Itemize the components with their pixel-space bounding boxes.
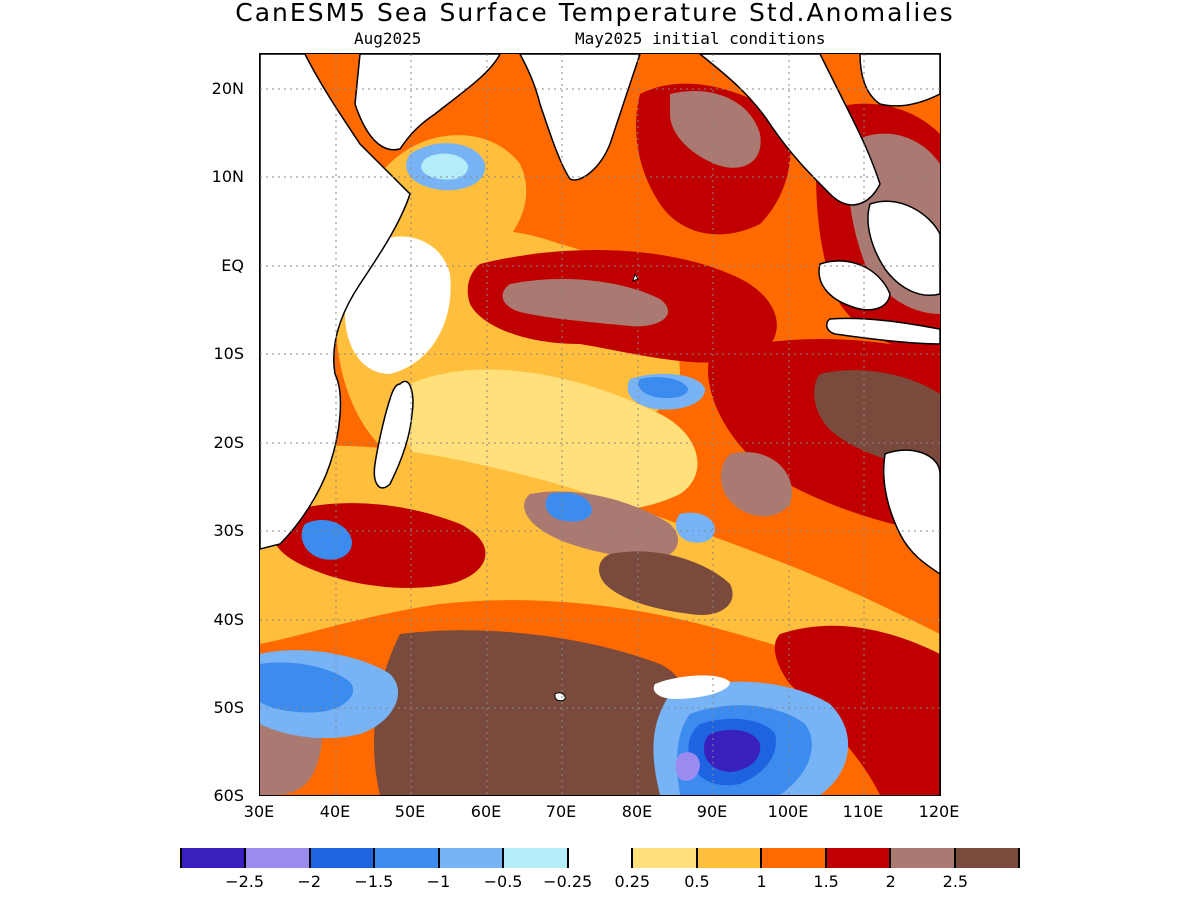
australia-land [882,449,940,795]
legend-swatch [375,848,440,868]
java-land [825,317,940,345]
cool-eddy-1 [545,492,592,522]
neutral-west-eq [345,236,451,374]
kerguelen-island [554,692,566,702]
warm-eddy-south-2 [598,551,733,615]
y-tick-label: 20N [211,79,244,98]
indochina-land [698,54,881,206]
initial-conditions-subtitle: May2025 initial conditions [575,29,826,48]
africa-land [260,54,411,550]
x-tick-label: 100E [767,802,809,821]
cool-eddy-2 [675,512,715,543]
x-tick-label: 80E [621,802,653,821]
legend-swatch [762,848,827,868]
borneo-land [867,200,940,296]
legend-label: −1.5 [354,872,394,891]
anomaly-map [260,54,940,795]
y-tick-label: 10S [213,344,244,363]
legend-label: 1.5 [813,872,839,891]
legend-swatch [891,848,956,868]
legend-swatch [826,848,892,868]
legend-label: 0.5 [684,872,710,891]
cool-eddy-central-core [638,377,688,399]
legend-swatch [568,848,634,868]
extreme-warm-eastern-io [814,370,940,474]
x-tick-label: 90E [696,802,728,821]
legend-label: 2.5 [942,872,969,891]
cool-southern-violet [675,752,700,781]
legend-label: −2 [297,872,322,891]
china-coast-land [859,54,940,107]
x-tick-label: 30E [243,802,275,821]
map-plot-area [259,53,941,796]
island-small [632,272,639,282]
india-land [519,54,641,181]
valid-date-subtitle: Aug2025 [354,29,422,48]
legend-label: −2.5 [225,872,265,891]
figure-title: CanESM5 Sea Surface Temperature Std.Anom… [235,0,955,27]
legend-swatch [180,848,247,868]
legend-label: 0.25 [614,872,651,891]
madagascar-land [373,380,414,489]
legend-swatch [633,848,698,868]
cool-core-arabian [421,153,468,180]
x-tick-label: 40E [319,802,351,821]
legend-label: 1 [756,872,767,891]
cool-eddy-sw [301,520,352,560]
cool-southern-west-core [260,662,354,713]
legend-swatch [439,848,505,868]
y-tick-label: 10N [211,167,244,186]
y-tick-label: 50S [213,698,244,717]
y-tick-label: 20S [213,433,244,452]
legend-swatch [246,848,311,868]
x-tick-label: 110E [842,802,884,821]
y-tick-label: 60S [213,786,244,805]
legend-swatch [310,848,376,868]
very-warm-equatorial [502,279,669,327]
very-warm-bay-of-bengal [670,90,761,168]
extreme-warm-southern-ocean [374,630,689,795]
legend-label: 2 [885,872,896,891]
x-tick-label: 50E [394,802,426,821]
legend-swatch [697,848,763,868]
x-tick-label: 60E [470,802,502,821]
legend-label: −0.5 [483,872,523,891]
legend-swatch [504,848,569,868]
legend-label: −1 [426,872,451,891]
x-tick-label: 70E [545,802,577,821]
y-tick-label: EQ [221,256,244,275]
sumatra-land [818,260,891,311]
warm-southern-east [774,625,940,795]
neutral-fringe-south [653,675,730,699]
legend-label: −0.25 [543,872,593,891]
color-legend [180,848,1021,868]
y-tick-label: 40S [213,610,244,629]
warm-eddy-east-1 [720,452,792,517]
x-tick-label: 120E [918,802,960,821]
arabia-land [354,54,501,151]
cool-southern-central-extreme [704,729,761,772]
y-tick-label: 30S [213,521,244,540]
legend-swatch [955,848,1021,868]
